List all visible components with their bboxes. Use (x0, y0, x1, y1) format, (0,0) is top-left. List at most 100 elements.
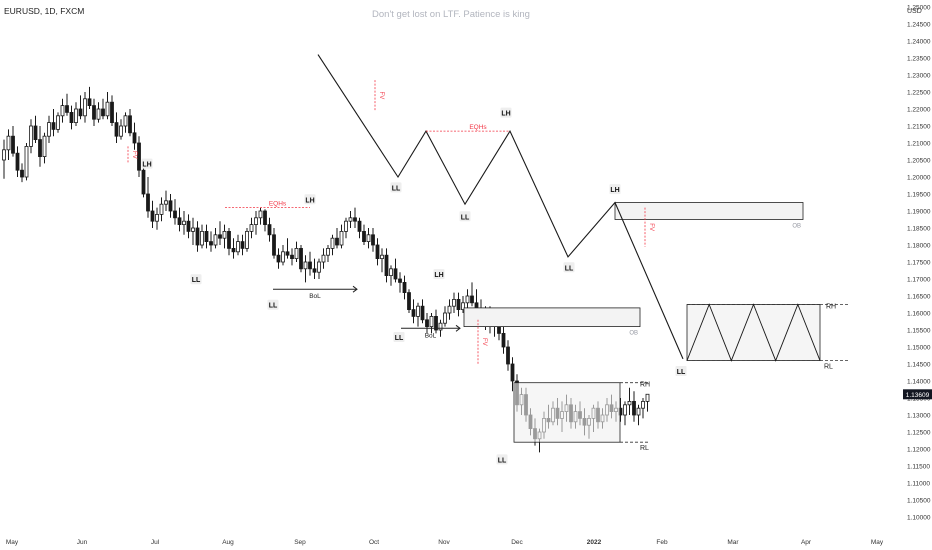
candle (254, 211, 258, 235)
candle (56, 112, 60, 133)
candle-body (353, 217, 357, 222)
candle-body (159, 203, 164, 215)
candle (623, 401, 627, 426)
candle-body (470, 295, 474, 304)
candle (321, 248, 326, 269)
candle (146, 177, 150, 218)
candle-body (78, 108, 83, 117)
pivot-tag-bg (609, 184, 621, 195)
pivot-tag: LL (563, 262, 575, 273)
candle (33, 115, 38, 143)
candle (632, 391, 636, 422)
candle (402, 275, 407, 300)
y-tick-label: 1.14000 (907, 379, 931, 386)
x-tick-label: Nov (438, 539, 450, 546)
y-tick-label: 1.24000 (907, 39, 931, 46)
pivot-label: LL (498, 457, 507, 464)
candle (195, 221, 200, 252)
candle-body (56, 115, 60, 130)
y-tick-label: 1.16500 (907, 294, 931, 301)
bol-label: BoL (309, 293, 321, 300)
symbol-title: EURUSD, 1D, FXCM (4, 6, 84, 16)
y-tick-label: 1.21500 (907, 124, 931, 131)
currency-label: USD (907, 8, 922, 15)
pivot-tag-bg (433, 269, 445, 280)
candle-body (65, 105, 69, 113)
candle (452, 292, 456, 313)
candle (348, 211, 353, 228)
candle (470, 282, 474, 307)
candle-body (96, 108, 101, 120)
y-tick-label: 1.23000 (907, 73, 931, 80)
candle (236, 234, 240, 256)
candle-body (38, 139, 42, 158)
candle-body (438, 322, 443, 331)
candle-body (623, 404, 627, 416)
order-block-label: OB (792, 224, 801, 230)
candle-body (420, 305, 425, 321)
y-tick-label: 1.20500 (907, 158, 931, 165)
candle-body (182, 220, 186, 225)
candle-body (375, 244, 380, 260)
candle (384, 248, 389, 283)
candle-body (299, 247, 303, 270)
candle-body (209, 241, 213, 246)
candle (398, 272, 402, 293)
pivot-tag-bg (500, 107, 512, 118)
candle-body (47, 122, 51, 137)
pivot-tag-bg (496, 454, 508, 465)
pivot-tag: LH (141, 158, 153, 169)
candle-body (407, 292, 411, 311)
candle-body (452, 298, 456, 307)
y-tick-label: 1.17000 (907, 277, 931, 284)
price-axis[interactable]: 1.25000 1.24500 1.24000 1.23500 1.23000 1.225… (903, 5, 932, 522)
candle-body (636, 407, 641, 416)
candle (164, 190, 168, 211)
candle (227, 228, 231, 256)
candle (308, 251, 312, 276)
candle-body (641, 400, 645, 409)
candle-body (123, 115, 128, 127)
y-tick-label: 1.16000 (907, 311, 931, 318)
candle (290, 248, 294, 266)
candle-body (303, 261, 308, 270)
candle (132, 122, 137, 150)
pivot-tag-bg (459, 211, 471, 222)
candle (330, 234, 335, 256)
candle-body (321, 254, 326, 263)
x-tick-label: Aug (222, 539, 234, 546)
candle-body (110, 101, 114, 123)
candle-body (2, 149, 6, 161)
candle (272, 228, 276, 259)
candle (24, 143, 29, 181)
candle (209, 231, 213, 252)
range-high-label: RH (640, 382, 650, 389)
candle-body (258, 210, 263, 219)
candle (425, 313, 429, 334)
y-tick-label: 1.13000 (907, 413, 931, 420)
y-tick-label: 1.18000 (907, 243, 931, 250)
pivot-tag-bg (267, 299, 279, 310)
candle (362, 224, 366, 245)
candle-body (20, 169, 24, 178)
candle (15, 146, 20, 177)
candle-body (105, 101, 110, 117)
candle-body (227, 230, 231, 249)
candle (285, 238, 290, 259)
candle-body (308, 261, 312, 270)
candle-body (114, 122, 119, 137)
time-axis[interactable]: May Jun Jul Aug Sep Oct Nov Dec 2022 Feb Mar Apr May (6, 539, 884, 546)
y-tick-label: 1.19000 (907, 209, 931, 216)
projection-line (317, 54, 684, 360)
y-tick-label: 1.10500 (907, 498, 931, 505)
candle-body (402, 281, 407, 293)
candle (299, 245, 303, 273)
y-tick-label: 1.22500 (907, 90, 931, 97)
pivot-label: LH (501, 111, 510, 118)
candle (20, 163, 24, 183)
candle (213, 228, 218, 249)
candle (416, 302, 420, 327)
candle (276, 248, 281, 269)
y-tick-label: 1.17500 (907, 260, 931, 267)
